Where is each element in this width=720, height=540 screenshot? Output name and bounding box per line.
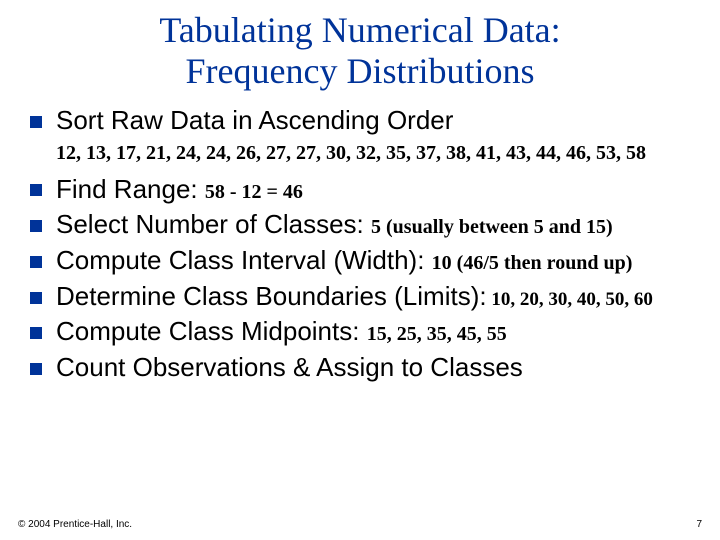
bullet-count-label: Count Observations & Assign to Classes — [56, 352, 523, 382]
footer-copyright: © 2004 Prentice-Hall, Inc. — [18, 519, 132, 530]
bullet-midpoints: Compute Class Midpoints: 15, 25, 35, 45,… — [26, 316, 704, 348]
bullet-classes-label: Select Number of Classes: — [56, 209, 371, 239]
slide-title: Tabulating Numerical Data: Frequency Dis… — [0, 0, 720, 105]
bullet-midpoints-label: Compute Class Midpoints: — [56, 316, 367, 346]
bullet-sort-label: Sort Raw Data in Ascending Order — [56, 105, 453, 135]
bullet-range-label: Find Range: — [56, 174, 205, 204]
bullet-sort: Sort Raw Data in Ascending Order — [26, 105, 704, 137]
bullet-boundaries-label: Determine Class Boundaries (Limits): — [56, 281, 487, 311]
bullet-range-value: 58 - 12 = 46 — [205, 181, 303, 203]
bullet-midpoints-value: 15, 25, 35, 45, 55 — [367, 323, 507, 345]
slide: Tabulating Numerical Data: Frequency Dis… — [0, 0, 720, 540]
bullet-interval: Compute Class Interval (Width): 10 (46/5… — [26, 245, 704, 277]
slide-body: Sort Raw Data in Ascending Order 12, 13,… — [0, 105, 720, 384]
bullet-boundaries: Determine Class Boundaries (Limits): 10,… — [26, 281, 704, 313]
bullet-count: Count Observations & Assign to Classes — [26, 352, 704, 384]
bullet-range: Find Range: 58 - 12 = 46 — [26, 174, 704, 206]
title-line-1: Tabulating Numerical Data: — [159, 10, 560, 50]
bullet-boundaries-value: 10, 20, 30, 40, 50, 60 — [487, 289, 653, 310]
bullet-sort-data: 12, 13, 17, 21, 24, 24, 26, 27, 27, 30, … — [26, 141, 704, 166]
bullet-interval-label: Compute Class Interval (Width): — [56, 245, 432, 275]
bullet-interval-value: 10 (46/5 then round up) — [432, 252, 633, 274]
bullet-classes-value: 5 (usually between 5 and 15) — [371, 216, 613, 238]
bullet-classes: Select Number of Classes: 5 (usually bet… — [26, 209, 704, 241]
bullet-list: Sort Raw Data in Ascending Order 12, 13,… — [26, 105, 704, 384]
page-number: 7 — [696, 519, 702, 530]
title-line-2: Frequency Distributions — [186, 51, 535, 91]
